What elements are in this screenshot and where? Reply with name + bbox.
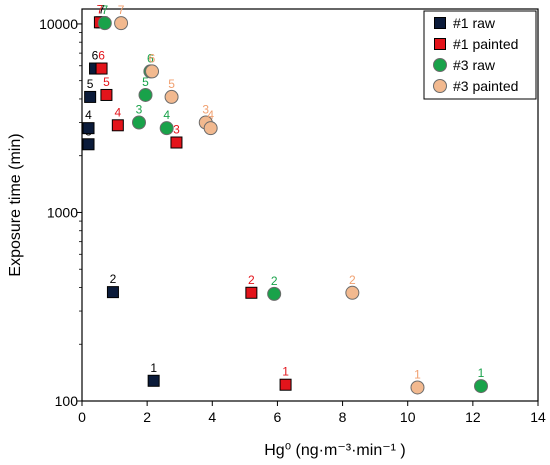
data-point [82,122,95,135]
data-point [111,119,124,132]
data-point [267,286,282,301]
data-point [164,89,179,104]
data-point [97,16,112,31]
legend: #1 raw #1 painted #3 raw #3 painted [423,10,537,100]
legend-entry: #3 painted [453,78,518,94]
data-label: 1 [150,361,157,375]
data-label: 2 [248,273,255,287]
data-point [170,136,183,149]
data-points: 1234567123456712345671234567 [82,2,488,395]
x-axis-title: Hg⁰ (ng·m⁻³·min⁻¹ ) [264,442,406,459]
data-point [159,121,174,136]
data-point [145,64,160,79]
legend-marker [434,17,446,29]
data-label: 3 [202,103,209,117]
x-tick-label: 4 [208,409,216,425]
data-point [138,87,153,102]
legend-entry: #1 raw [453,15,496,31]
data-label: 5 [168,77,175,91]
data-label: 6 [149,51,156,65]
data-point [95,62,108,75]
legend-entry: #3 raw [453,57,496,73]
data-label: 5 [87,77,94,91]
y-axis-title: Exposure time (min) [7,133,24,276]
data-label: 1 [282,365,289,379]
data-label: 2 [349,273,356,287]
data-point [474,379,488,394]
y-tick-label: 1000 [47,204,78,220]
data-label: 7 [118,3,125,17]
data-label: 3 [136,103,143,117]
data-label: 5 [103,75,110,89]
data-point [82,138,95,151]
x-tick-label: 8 [339,409,347,425]
data-label: 4 [207,108,214,122]
data-point [100,88,113,101]
legend-marker [433,58,447,72]
y-tick-label: 10000 [39,16,78,32]
data-point [84,90,97,103]
plot-frame [81,8,539,402]
x-tick-label: 6 [274,409,282,425]
legend-marker [433,79,447,93]
x-tick-label: 12 [465,409,481,425]
data-label: 2 [110,272,117,286]
data-label: 6 [92,49,99,63]
legend-entry: #1 painted [453,36,518,52]
data-label: 4 [114,105,121,119]
x-tick-label: 14 [530,409,546,425]
data-label: 5 [142,75,149,89]
data-point [147,374,160,387]
data-point [245,286,258,299]
legend-marker [434,38,446,50]
data-label: 1 [478,366,485,380]
data-label: 7 [101,3,108,17]
data-label: 6 [98,49,105,63]
x-tick-label: 2 [143,409,151,425]
axes [77,8,539,406]
data-label: 7 [98,2,105,16]
data-label: 3 [173,123,180,137]
data-label: 7 [97,2,104,16]
x-tick-label: 10 [400,409,416,425]
data-label: 2 [271,274,278,288]
data-label: 6 [147,51,154,65]
data-label: 1 [414,367,421,381]
y-tick-label: 100 [55,393,79,409]
data-point [114,16,129,31]
data-point [106,286,119,299]
data-point [410,380,425,395]
data-label: 4 [163,108,170,122]
data-point [132,115,146,130]
x-tick-label: 0 [78,409,86,425]
data-label: 4 [85,108,92,122]
data-point [345,285,360,300]
data-point [279,378,292,391]
data-point [203,121,218,136]
